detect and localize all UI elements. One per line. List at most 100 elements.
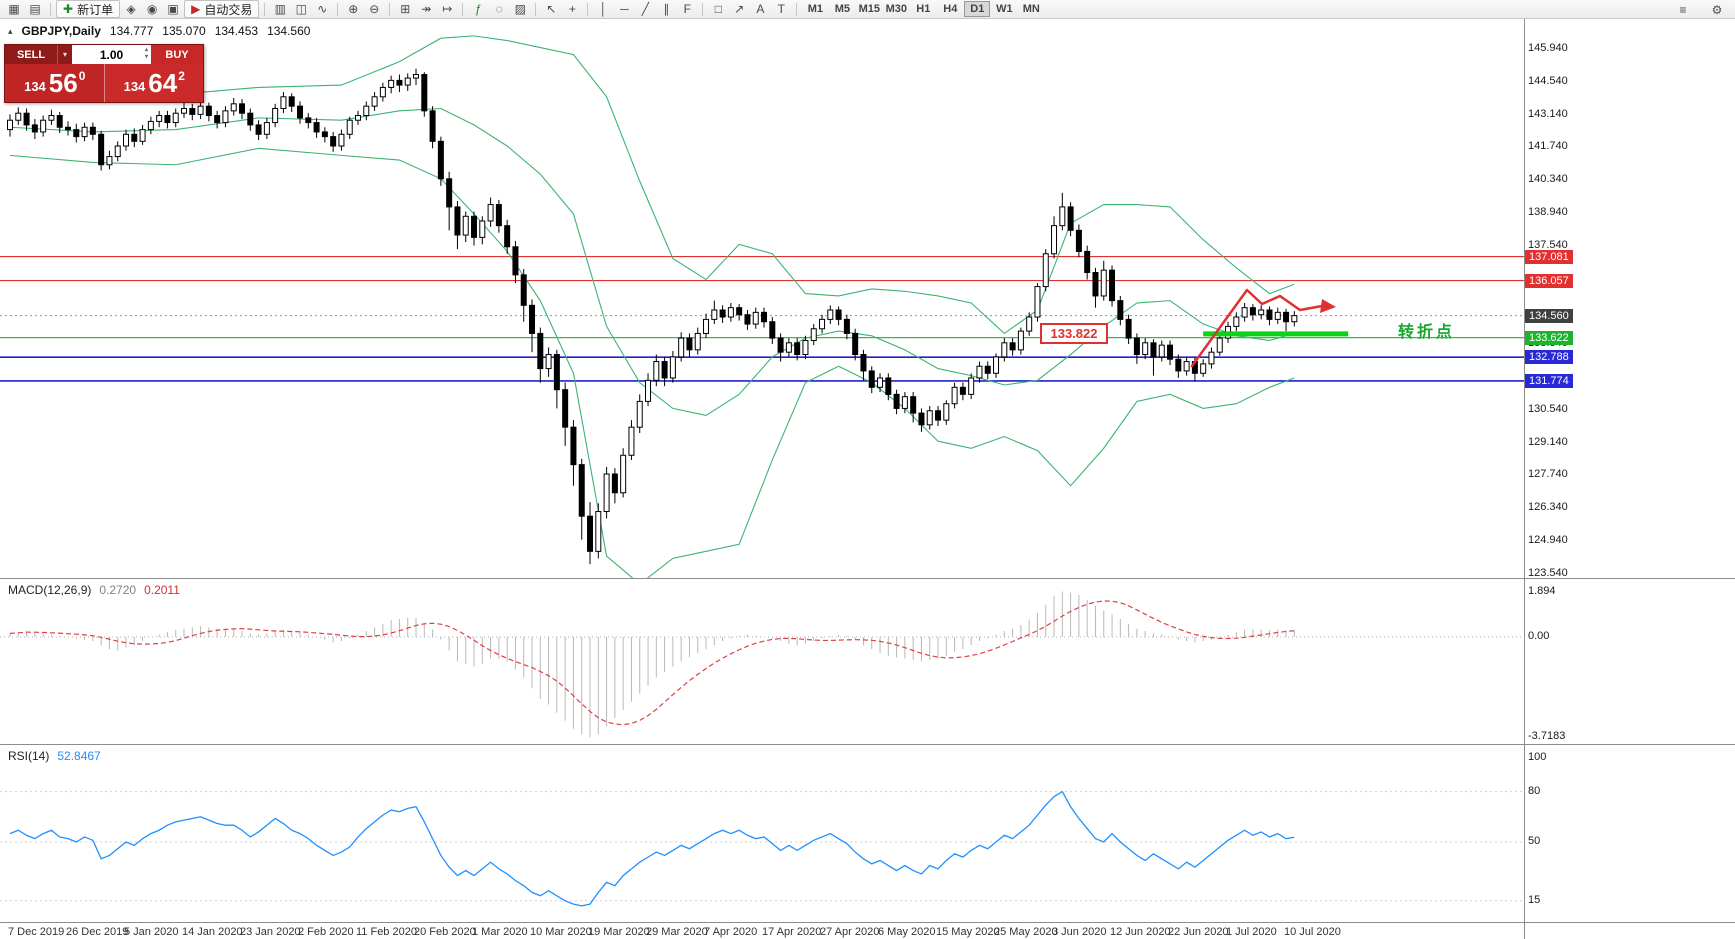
spin-down-icon[interactable]: ▾ [144, 54, 148, 60]
trendline-icon[interactable]: ╱ [641, 2, 649, 16]
macd-name: MACD(12,26,9) [8, 583, 92, 597]
price-axis-label: 123.540 [1528, 566, 1568, 579]
autotrade-button[interactable]: ▶ 自动交易 [184, 0, 260, 18]
collapse-arrow-icon[interactable]: ▴ [8, 25, 13, 36]
candles-layer [7, 68, 1298, 565]
horizontal-level-lines[interactable] [0, 255, 1524, 382]
rsi-axis-label: 50 [1528, 835, 1541, 847]
new-order-button[interactable]: ✚ 新订单 [56, 0, 121, 18]
alerts-icon[interactable]: ◉ [146, 2, 158, 16]
toolbar-separator [587, 2, 589, 16]
vertical-line-icon[interactable]: │ [599, 2, 608, 16]
timeframe-w1[interactable]: W1 [996, 3, 1013, 15]
cursor-icon[interactable]: ↖ [546, 2, 557, 16]
date-axis-label: 22 Jun 2020 [1168, 926, 1229, 938]
new-order-icon: ✚ [63, 2, 74, 16]
sell-price[interactable]: 134 56 0 [5, 64, 105, 102]
rsi-axis-label: 100 [1528, 751, 1547, 763]
ohlc-close: 134.560 [267, 24, 311, 38]
zoom-out-icon[interactable]: ⊖ [369, 2, 380, 16]
macd-main-value: 0.2720 [99, 583, 137, 597]
indicators-icon[interactable]: ƒ [474, 2, 482, 16]
price-level-annotation[interactable]: 133.822 [1040, 323, 1108, 344]
auto-scroll-icon[interactable]: ↠ [421, 2, 432, 16]
market-watch-icon[interactable]: ◈ [126, 2, 136, 16]
price-level-badge: 137.081 [1525, 249, 1573, 264]
profiles-icon[interactable]: ▤ [29, 2, 41, 16]
trade-panel-prices: 134 56 0 134 64 2 [5, 64, 203, 102]
sell-price-point: 0 [78, 69, 86, 83]
periods-icon[interactable]: ◌ [495, 2, 503, 16]
buy-price-point: 2 [178, 69, 185, 83]
text-icon[interactable]: A [756, 2, 765, 16]
date-axis-label: 10 Mar 2020 [530, 926, 592, 938]
date-axis-label: 7 Dec 2019 [8, 926, 65, 938]
date-axis-label: 12 Jun 2020 [1110, 926, 1171, 938]
candlestick-chart-icon[interactable]: ◫ [295, 2, 307, 16]
fibonacci-icon[interactable]: F [683, 2, 691, 16]
rsi-axis-label: 15 [1528, 893, 1541, 906]
date-axis-label: 5 Jan 2020 [124, 926, 179, 938]
templates-icon[interactable]: ▨ [514, 2, 526, 16]
symbol-period-label: GBPJPY,Daily [21, 24, 101, 38]
timeframe-m5[interactable]: M5 [834, 3, 850, 15]
arrows-icon[interactable]: ↗ [734, 2, 745, 16]
turning-point-label: 转折点 [1398, 324, 1456, 341]
volume-value: 1.00 [99, 47, 124, 62]
line-chart-icon[interactable]: ∿ [317, 2, 328, 16]
horizontal-line-icon[interactable]: ─ [620, 2, 629, 16]
spin-up-icon[interactable]: ▴ [144, 47, 148, 53]
date-axis-label: 7 Apr 2020 [704, 926, 758, 938]
tile-windows-icon[interactable]: ⊞ [400, 2, 411, 16]
shapes-icon[interactable]: □ [714, 2, 722, 16]
timeframe-h1[interactable]: H1 [916, 3, 931, 15]
date-axis-label: 1 Mar 2020 [472, 926, 528, 938]
date-axis-label: 26 Dec 2019 [66, 926, 129, 938]
rsi-panel [0, 790, 1524, 907]
date-axis-label: 25 May 2020 [994, 926, 1058, 938]
timeframe-h4[interactable]: H4 [943, 3, 958, 15]
settings-gear-icon[interactable]: ⚙ [1711, 2, 1723, 17]
new-chart-icon[interactable]: ▦ [8, 2, 20, 16]
ohlc-open: 134.777 [109, 24, 154, 38]
price-axis-label: 144.540 [1528, 74, 1568, 87]
buy-button[interactable]: BUY [151, 45, 203, 64]
chart-shift-icon[interactable]: ↦ [442, 2, 453, 16]
date-axis-label: 19 Mar 2020 [588, 926, 650, 938]
price-axis-label: 124.940 [1528, 534, 1568, 547]
mailbox-icon[interactable]: ▣ [167, 2, 179, 16]
panel-separators [0, 19, 1735, 939]
date-axis-label: 17 Apr 2020 [762, 926, 822, 938]
toolbar: ▦ ▤ ✚ 新订单 ◈ ◉ ▣ ▶ 自动交易 ▥ ◫ ∿ ⊕ ⊖ ⊞ ↠ ↦ ƒ ◌ ▨ ↖ + │ ─ ╱ ∥ F □ ↗ A T M1 M5… [0, 0, 1735, 19]
toolbar-right-icons: ≡ ⚙ [1673, 1, 1727, 18]
macd-indicator-title: MACD(12,26,9) 0.2720 0.2011 [8, 583, 180, 597]
price-axis-label: 127.740 [1528, 468, 1568, 481]
price-level-badge: 132.788 [1525, 350, 1573, 365]
sell-button[interactable]: SELL [5, 45, 57, 64]
chevron-down-icon: ▾ [62, 50, 67, 59]
buy-price[interactable]: 134 64 2 [104, 64, 203, 102]
timeframe-d1[interactable]: D1 [964, 1, 991, 17]
toolbar-menu-icon[interactable]: ≡ [1679, 2, 1687, 17]
timeframe-m15[interactable]: M15 [858, 3, 881, 15]
date-axis-label: 1 Jul 2020 [1226, 926, 1277, 938]
timeframe-mn[interactable]: MN [1022, 3, 1040, 15]
ohlc-low: 134.453 [214, 24, 259, 38]
volume-stepper[interactable]: 1.00 ▴ ▾ [72, 45, 151, 64]
zoom-in-icon[interactable]: ⊕ [348, 2, 359, 16]
equidistant-channel-icon[interactable]: ∥ [663, 2, 670, 16]
text-label-icon[interactable]: T [777, 2, 785, 16]
crosshair-icon[interactable]: + [568, 2, 576, 16]
bar-chart-icon[interactable]: ▥ [274, 2, 286, 16]
price-level-badge: 131.774 [1525, 373, 1573, 388]
toolbar-separator [264, 2, 266, 16]
timeframe-m1[interactable]: M1 [807, 3, 823, 15]
price-axis-label: 138.940 [1528, 206, 1568, 218]
order-type-dropdown[interactable]: ▾ [57, 45, 72, 64]
trend-arrow-drawing[interactable] [1190, 288, 1336, 368]
rsi-name: RSI(14) [8, 749, 50, 763]
timeframe-m30[interactable]: M30 [885, 3, 908, 15]
volume-spinner-icons[interactable]: ▴ ▾ [145, 47, 148, 61]
